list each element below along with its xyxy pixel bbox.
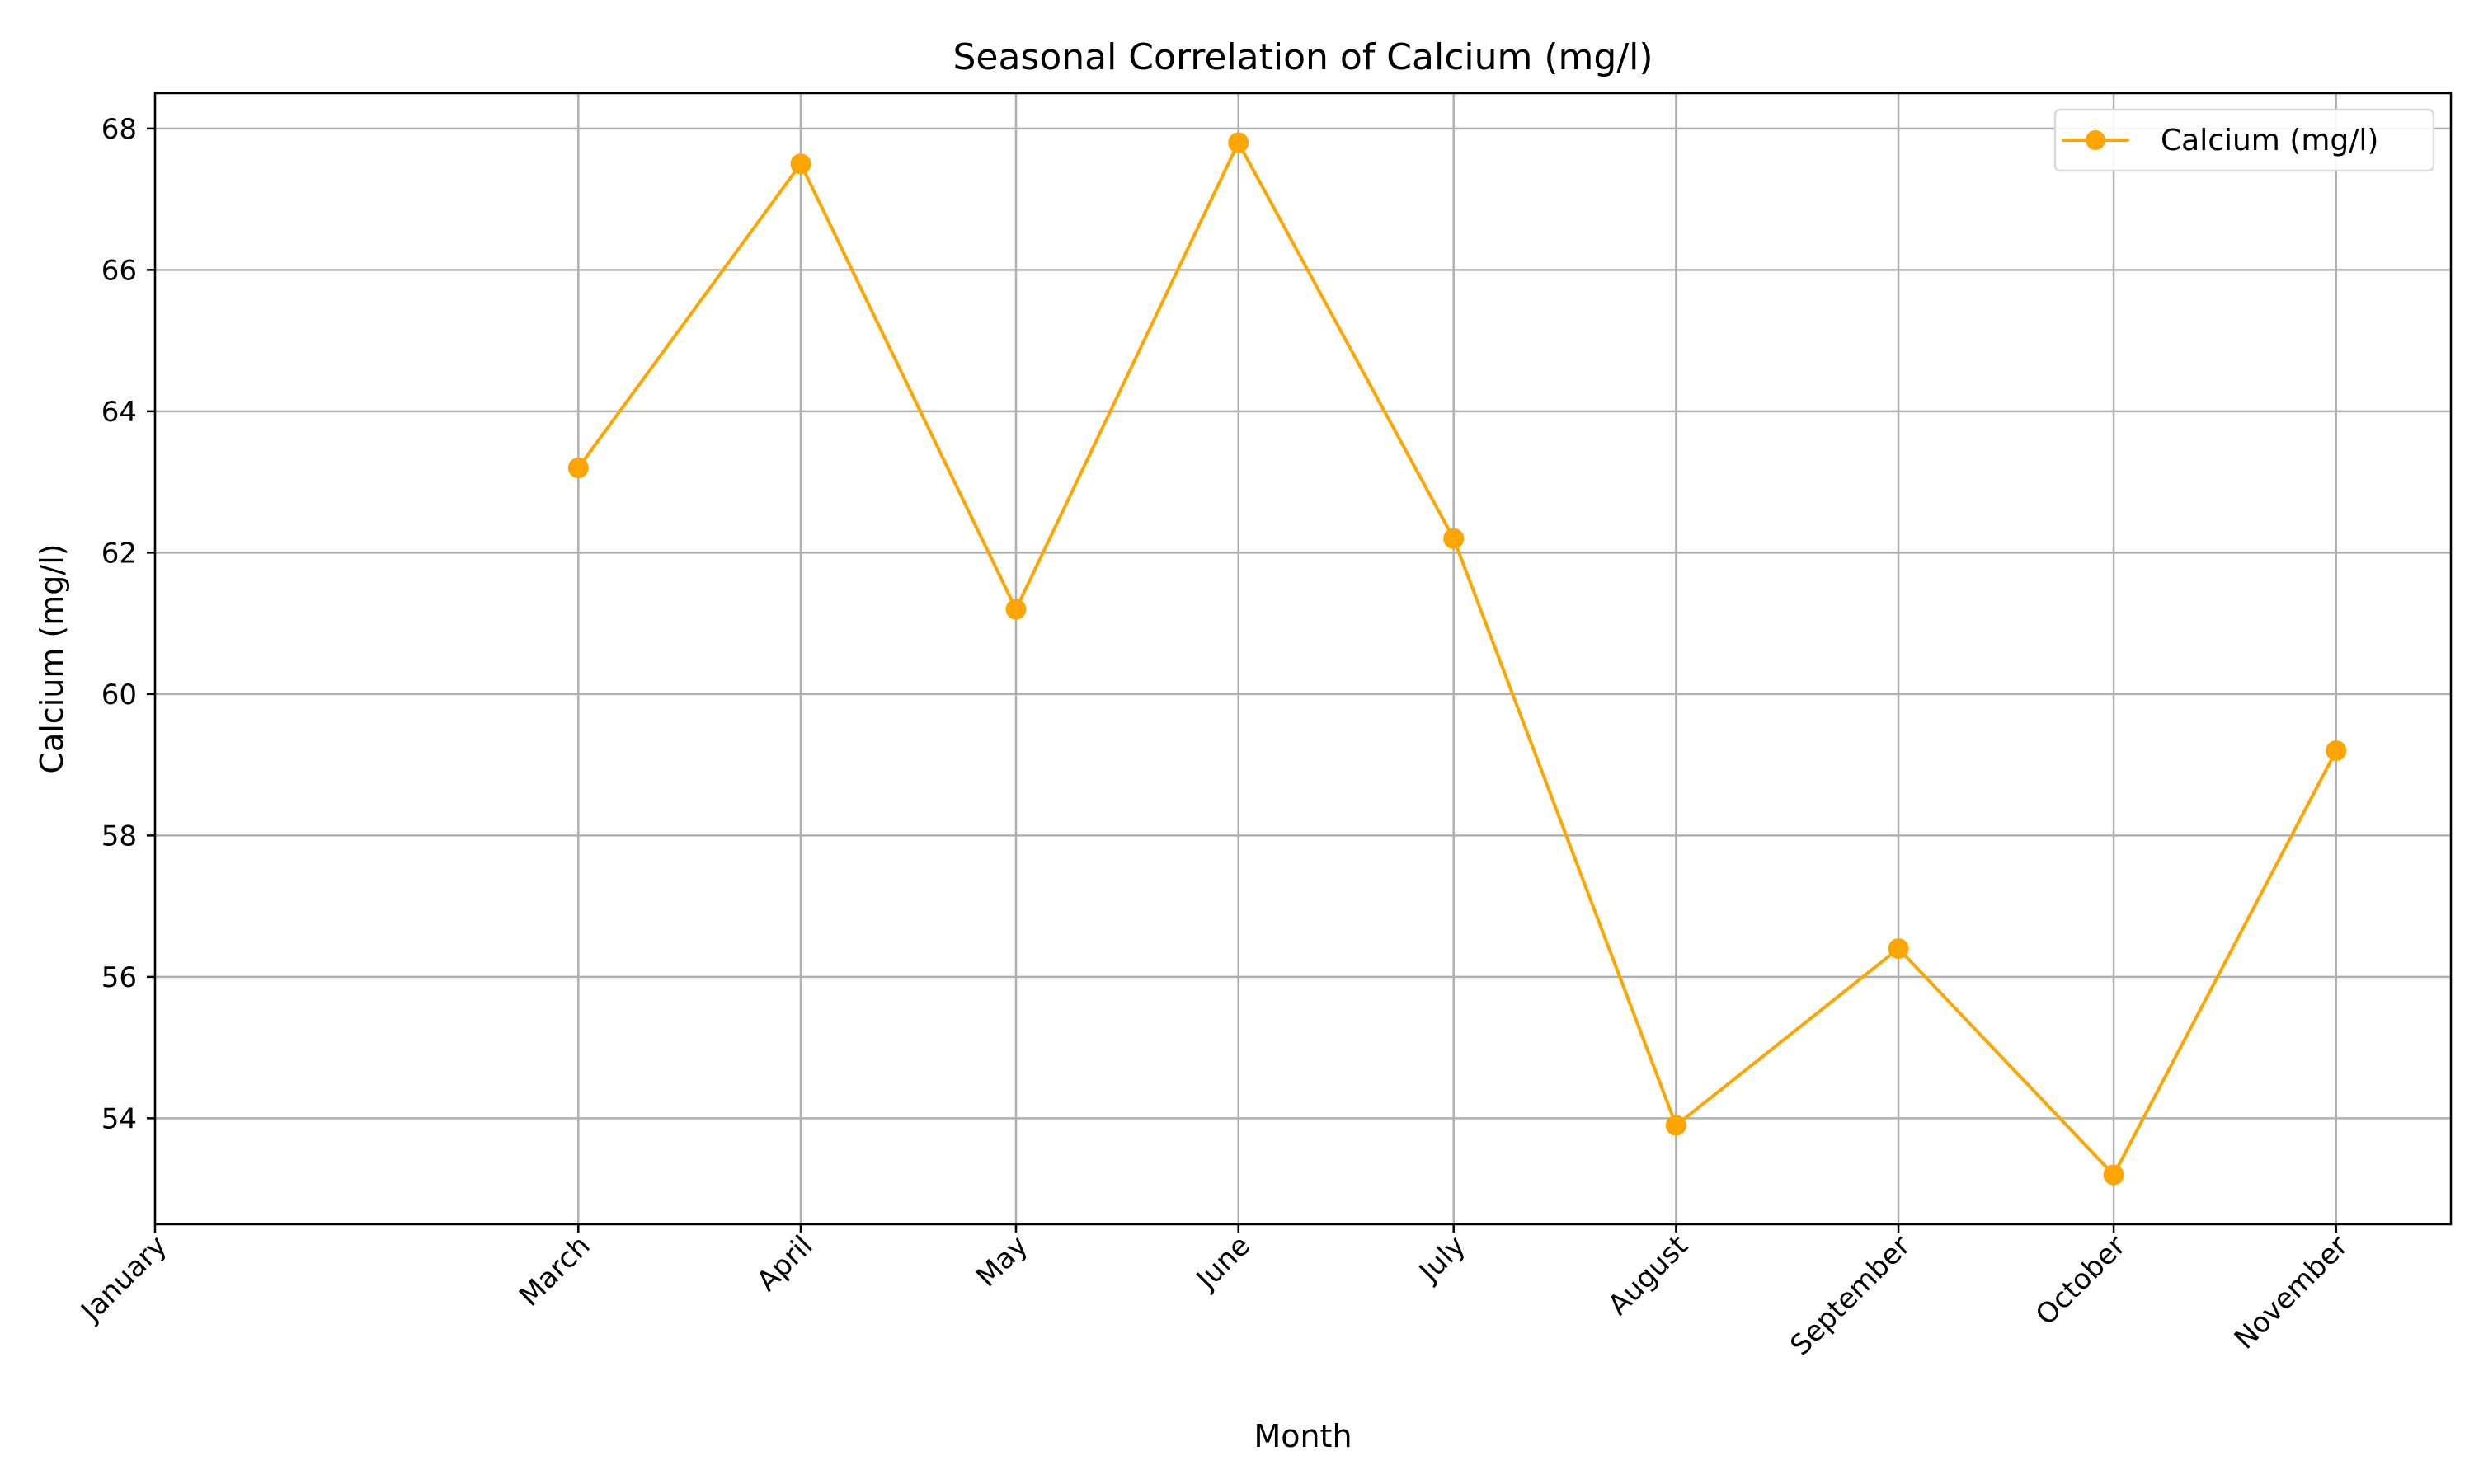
series-point xyxy=(567,457,589,478)
series-point xyxy=(2326,740,2347,761)
y-tick-label: 60 xyxy=(101,679,137,711)
y-axis-label: Calcium (mg/l) xyxy=(34,543,70,773)
legend-label: Calcium (mg/l) xyxy=(2161,124,2378,157)
series-point xyxy=(1005,599,1027,620)
y-tick-label: 58 xyxy=(101,819,137,852)
series-point xyxy=(1665,1115,1686,1136)
axes-layer xyxy=(153,92,2453,1226)
series-point xyxy=(790,153,811,175)
y-tick-label: 62 xyxy=(101,537,137,570)
x-axis-label: Month xyxy=(1253,1418,1352,1454)
legend: Calcium (mg/l) xyxy=(2053,108,2435,172)
y-tick-label: 64 xyxy=(101,396,137,429)
y-tick-label: 66 xyxy=(101,254,137,287)
series-point xyxy=(2103,1164,2124,1186)
series-point xyxy=(1888,938,1909,960)
y-tick-label: 68 xyxy=(101,113,137,146)
plot-frame xyxy=(153,92,2453,1226)
y-tick-label: 54 xyxy=(101,1102,137,1135)
chart-title: Seasonal Correlation of Calcium (mg/l) xyxy=(952,36,1653,78)
series-point xyxy=(1443,528,1465,549)
legend-box xyxy=(2053,108,2435,172)
y-tick-label: 56 xyxy=(101,961,137,994)
legend-marker-sample xyxy=(2086,130,2105,150)
series-point xyxy=(1228,132,1249,153)
series-layer xyxy=(567,132,2347,1186)
